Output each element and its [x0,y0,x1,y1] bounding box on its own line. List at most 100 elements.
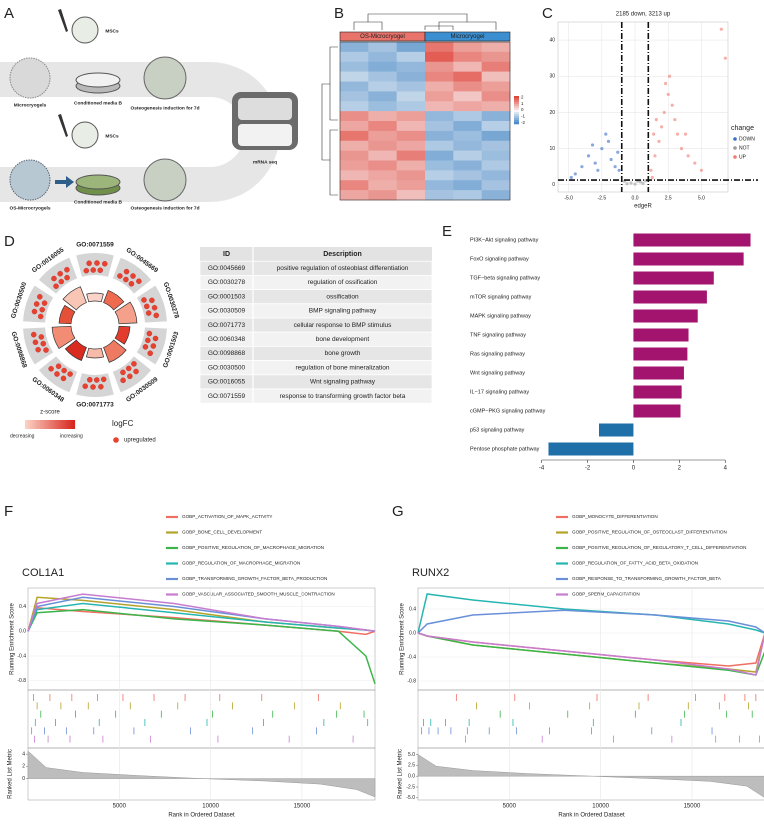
go-wedge [114,301,138,325]
gene-dot [55,363,62,369]
gene-dot [153,312,160,319]
heatmap-cell [453,130,482,142]
gene-dot [149,297,155,304]
colorbar-step [514,120,519,123]
panel-label: F [4,503,13,520]
table-cell: regulation of ossification [308,279,378,286]
gene-dot [57,270,63,277]
category-label: Ras signaling pathway [470,351,525,357]
heatmap-cell [453,190,482,201]
panel-label: G [392,503,404,520]
colorbar-step [514,98,519,101]
heatmap-cell [396,190,426,201]
heatmap-cell [340,51,369,63]
gene-dot [125,365,132,372]
panel-label: B [334,5,344,22]
zscore-step [62,420,66,429]
heatmap-cell [425,180,454,191]
enrichment-line [417,632,764,676]
pipette [58,9,68,32]
legend-label: GOBP_POSITIVE_REGULATION_OF_REGULATORY_T… [572,545,746,550]
gene-dot [37,294,43,300]
gene-dot [136,278,142,284]
heatmap-cell [368,160,397,171]
heatmap-cell [368,170,397,181]
y-tick-label: 0.4 [19,604,26,610]
point [667,74,672,78]
y-tick-label: 20 [549,110,555,116]
os-microcryogel [9,159,51,201]
x-tick-label: 2.5 [665,195,672,201]
heatmap-cell [453,61,482,72]
y-tick-label: 4 [22,751,25,757]
heatmap-cell [396,180,426,191]
heatmap-cell [425,150,454,161]
zscore-step [60,420,63,429]
heatmap-cell [396,91,426,102]
point [663,81,668,86]
heatmap-cell [481,42,511,53]
colorbar-label: 2 [521,94,524,99]
bar [598,423,634,437]
heatmap-cell [340,121,369,132]
heatmap-cell [481,130,511,142]
plot-area [417,587,764,691]
zscore-step [55,420,58,429]
panel-label: D [4,233,15,250]
cell-bubble [71,16,99,44]
gene-dot [61,367,67,374]
gene-dot [86,260,92,267]
zscore-step [37,420,41,429]
zscore-step [47,420,51,429]
colorbar-step [514,116,519,119]
heatmap-cell [340,71,369,82]
heatmap-cell [368,71,397,82]
group-label: OS-Microcryogel [360,34,405,40]
zscore-step [70,420,73,429]
point [633,182,637,186]
heatmap-cell [481,51,511,63]
heatmap-cell [368,180,397,191]
gene-dot [58,278,65,285]
y-axis-label: Ranked List Metric [8,749,14,799]
gene-dot [141,297,147,303]
point [596,168,600,172]
colorbar-step [514,106,519,109]
heatmap-cell [453,91,482,102]
heatmap-cell [396,150,426,161]
x-tick-label: 5000 [113,804,127,810]
zscore-step [50,420,53,429]
gene-dot [64,274,70,281]
point [600,146,604,151]
bar [633,252,744,266]
gene-dot [90,384,96,390]
enrichment-line [417,609,764,634]
heatmap-cell [396,51,426,63]
heatmap-cell [481,121,511,132]
colorbar-step [514,96,519,99]
heatmap-cell [340,101,369,112]
category-label: Wnt signaling pathway [470,370,525,376]
heatmap-cell [396,61,426,72]
gene-dot [87,377,93,383]
gene-dot [30,331,37,338]
gene-dot [35,346,41,353]
sequencer-screen [238,98,292,120]
legend-title: logFC [112,419,134,428]
table-cell: GO:0016055 [208,379,246,386]
point [686,154,690,158]
heatmap-cell [396,101,426,112]
y-tick-label: 10 [549,146,555,152]
heatmap-cell [481,170,511,181]
heatmap-cell [396,81,426,92]
y-tick-label: 40 [549,37,555,43]
bar [633,366,684,380]
gene-dot [128,281,135,287]
heatmap-cell [453,51,482,63]
heatmap-cell [481,91,511,102]
heatmap-cell [340,180,369,191]
label: Conditioned media B [74,199,123,205]
label: mRNA seq [253,159,277,165]
gene-dot [51,275,57,282]
heatmap-cell [481,111,511,122]
